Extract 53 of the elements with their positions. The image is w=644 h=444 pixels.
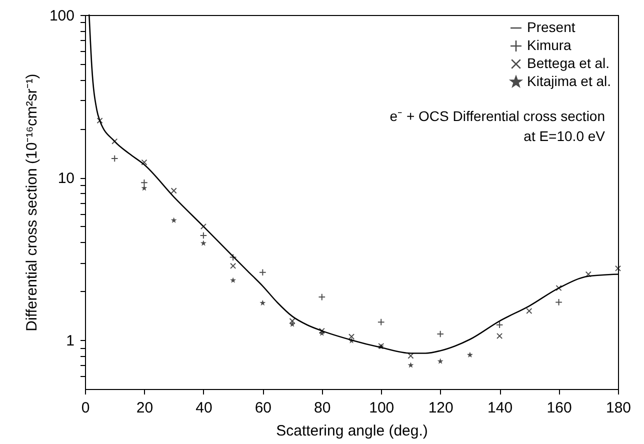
x-axis-title: Scattering angle (deg.): [276, 422, 428, 440]
legend-label: Present: [527, 19, 576, 35]
point: [230, 277, 236, 283]
point: [555, 298, 562, 306]
point: [96, 118, 103, 124]
point: [556, 285, 562, 292]
point: [170, 217, 177, 223]
x-tick-label: 140: [488, 400, 513, 416]
point: [200, 232, 208, 240]
point: [436, 330, 444, 338]
x-tick-label: 80: [314, 400, 331, 416]
y-tick-label: 100: [49, 8, 74, 24]
annotation: at E=10.0 eV: [524, 128, 606, 144]
y-axis-title: Differential cross section (10⁻¹⁶cm²sr⁻¹): [23, 74, 40, 332]
point: [229, 254, 237, 261]
point: [408, 362, 414, 368]
x-tick-label: 40: [196, 400, 212, 416]
point: [526, 308, 532, 314]
point: [318, 328, 325, 334]
x-tick-label: 160: [546, 400, 572, 416]
point: [140, 178, 148, 186]
legend-label: Bettega et al.: [527, 55, 610, 71]
x-tick-label: 60: [254, 400, 272, 416]
point: [260, 300, 266, 306]
point: [348, 334, 355, 340]
x-tick-label: 180: [606, 400, 632, 416]
y-tick-label: 1: [66, 332, 74, 350]
point: [466, 352, 473, 358]
x-tick-label: 20: [136, 400, 154, 416]
point: [200, 223, 206, 230]
point: [230, 262, 236, 269]
point: [496, 321, 504, 329]
point: [141, 159, 148, 166]
y-tick-label: 10: [58, 170, 74, 188]
annotation: e⁻ + OCS Differential cross section: [390, 108, 605, 124]
point: [614, 265, 622, 272]
x-tick-label: 0: [81, 400, 90, 416]
point: [496, 332, 503, 339]
x-tick-label: 100: [369, 400, 394, 416]
point: [141, 185, 148, 191]
point: [200, 240, 206, 246]
legend-label: Kitajima et al.: [527, 73, 612, 89]
point: [585, 271, 592, 278]
legend-label: Kimura: [527, 37, 572, 53]
point: [289, 321, 296, 327]
x-tick-label: 120: [428, 400, 454, 416]
point: [289, 318, 296, 324]
point: [377, 318, 385, 326]
point: [110, 154, 118, 162]
point: [170, 188, 177, 194]
point: [259, 268, 266, 276]
point: [318, 293, 326, 301]
point: [112, 138, 118, 144]
